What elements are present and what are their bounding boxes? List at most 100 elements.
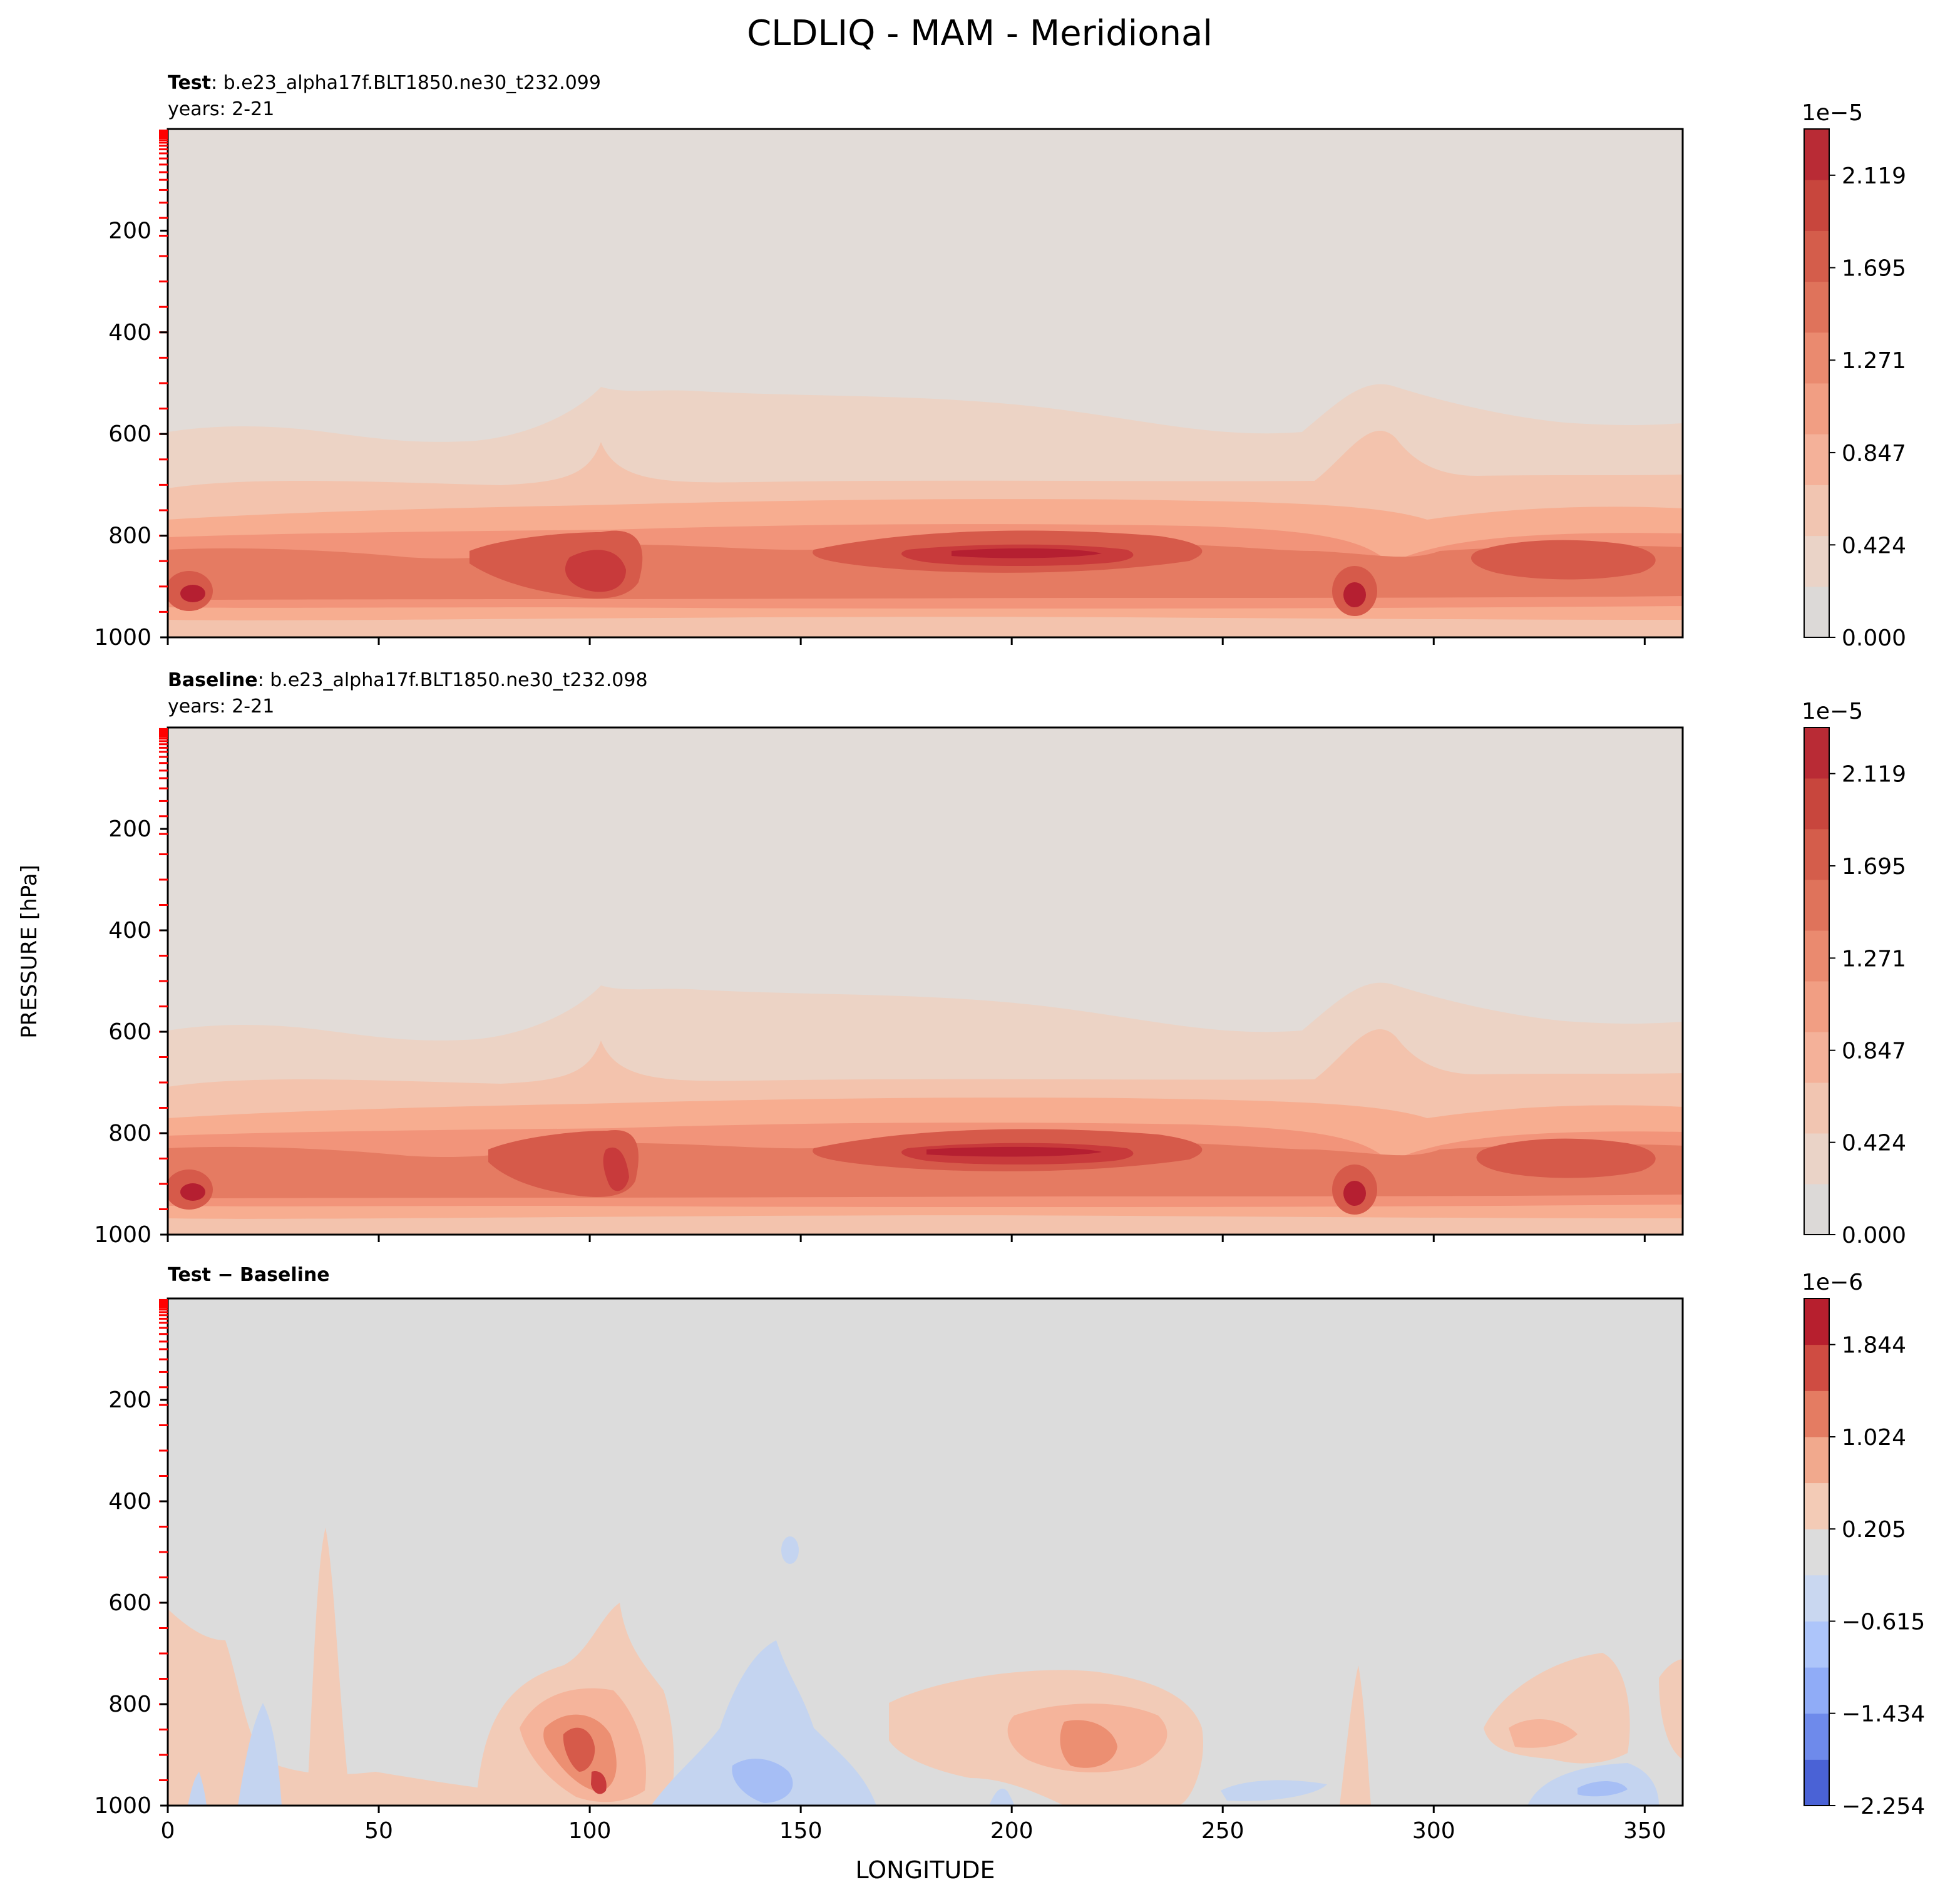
contour-blob-280-core [1343,1181,1366,1206]
x-ticks-diff: 0 50 100 150 200 250 300 350 [161,1806,1666,1844]
panel-test-label: Test: b.e23_alpha17f.BLT1850.ne30_t232.0… [168,72,601,94]
model-level-ticks-baseline [159,727,168,1210]
y-tick-label: 600 [108,421,151,447]
colorbar-tick-label: −2.254 [1842,1794,1925,1819]
colorbar-segment [1804,1298,1829,1345]
colorbar-tick-label: 1.271 [1842,946,1906,972]
diff-neg-140 [651,1640,876,1806]
x-axis-label: LONGITUDE [855,1856,995,1884]
x-tick-label: 250 [1201,1818,1244,1844]
diff-neg-left [238,1703,282,1806]
panel-test-label-rest: : b.e23_alpha17f.BLT1850.ne30_t232.099 [211,72,601,94]
panel-test-years: years: 2-21 [168,98,274,120]
x-ticks-baseline [167,1235,1646,1242]
colorbar-segment [1804,778,1829,830]
x-tick-label: 100 [568,1818,612,1844]
diff-neg-left2 [188,1772,207,1806]
x-tick-label: 200 [990,1818,1034,1844]
panel-test-label-bold: Test [168,72,211,94]
contour-level-6 [488,1129,639,1197]
panel-diff: Test − Baseline [94,1264,1925,1844]
model-level-ticks-diff [159,1298,168,1781]
model-level-ticks-test [159,129,168,613]
diff-neg-340-core [1578,1781,1628,1797]
panel-diff-label: Test − Baseline [168,1264,330,1286]
colorbar-frame [1804,727,1830,1235]
x-tick-label: 0 [161,1818,175,1844]
colorbar-frame [1804,1298,1830,1806]
contour-field-diff [168,1298,1683,1806]
colorbar-exponent: 1e−5 [1802,699,1863,724]
colorbar-segment [1804,1621,1829,1668]
y-tick-label: 800 [108,523,151,549]
colorbar-segment [1804,727,1829,779]
colorbar-segment [1804,129,1829,180]
panel-baseline-label-rest: : b.e23_alpha17f.BLT1850.ne30_t232.098 [258,669,648,691]
colorbar-segment [1804,880,1829,931]
contour-level-7b [565,550,626,592]
colorbar-segment [1804,1436,1829,1484]
y-axis-label: PRESSURE [hPa] [17,865,42,1038]
y-tick-label: 400 [108,320,151,346]
colorbar-baseline: 0.000 0.424 0.847 1.271 1.695 2.119 1e−5 [1802,699,1906,1248]
colorbar-segment [1804,230,1829,282]
colorbar-segment [1804,1391,1829,1437]
colorbar-segment [1804,1667,1829,1714]
y-tick-label: 400 [108,918,151,943]
colorbar-segment [1804,829,1829,880]
colorbar-segment [1804,1713,1829,1760]
colorbar-segment [1804,1529,1829,1576]
diff-pos-200-core [1060,1720,1117,1768]
colorbar-segment [1804,180,1829,231]
colorbar-segment [1804,930,1829,982]
colorbar-tick-label: 0.424 [1842,533,1906,558]
y-tick-label: 600 [108,1590,151,1616]
colorbar-diff: −2.254 −1.434 −0.615 0.205 1.024 1.844 1e−6 [1802,1270,1925,1819]
y-tick-label: 200 [108,218,151,244]
y-tick-label: 1000 [94,1222,151,1248]
panel-baseline: Baseline: b.e23_alpha17f.BLT1850.ne30_t2… [94,669,1906,1248]
y-ticks-diff: 200 400 600 800 1000 [94,1387,168,1819]
colorbar-segment [1804,535,1829,587]
colorbar-segment [1804,1032,1829,1083]
colorbar-exponent: 1e−5 [1802,100,1863,126]
colorbar-tick-label: 1.695 [1842,854,1906,880]
y-tick-label: 1000 [94,625,151,650]
colorbar-segment [1804,586,1829,638]
colorbar-tick-label: −0.615 [1842,1610,1925,1635]
colorbar-exponent: 1e−6 [1802,1270,1863,1295]
x-tick-label: 300 [1412,1818,1455,1844]
colorbar-segment [1804,332,1829,384]
diff-pos-100-core2 [591,1771,607,1794]
diff-pos-spike [307,1528,351,1806]
diff-neg-220 [989,1788,1014,1806]
colorbar-tick-label: 1.024 [1842,1425,1906,1451]
diff-neg-140-core [732,1759,793,1803]
contour-level-7b [603,1147,629,1191]
colorbar-frame [1804,128,1830,638]
contour-level-8 [952,548,1102,558]
colorbar-segment [1804,981,1829,1032]
x-ticks-test [167,637,1646,645]
colorbar-test: 0.000 0.424 0.847 1.271 1.695 2.119 1e−5 [1802,100,1906,651]
colorbar-segment [1804,1082,1829,1134]
colorbar-tick-label: 2.119 [1842,163,1906,189]
contour-blob-280-core [1343,582,1366,607]
colorbar-tick-label: 1.844 [1842,1333,1906,1359]
y-ticks-test: 200 400 600 800 1000 [94,218,168,650]
panel-baseline-label-bold: Baseline [168,669,258,691]
colorbar-tick-label: −1.434 [1842,1702,1925,1727]
contour-level-6c [1471,540,1656,580]
y-tick-label: 200 [108,816,151,842]
colorbar-segment [1804,281,1829,333]
colorbar-segment [1804,485,1829,537]
y-tick-label: 600 [108,1019,151,1045]
contour-field-baseline [168,727,1683,1235]
colorbar-tick-label: 0.205 [1842,1517,1906,1543]
diff-neg-260 [1221,1780,1327,1801]
diff-pos-edge [1659,1659,1683,1759]
contour-blob-left-core [180,1183,205,1201]
y-tick-label: 800 [108,1121,151,1146]
colorbar-segment [1804,434,1829,485]
